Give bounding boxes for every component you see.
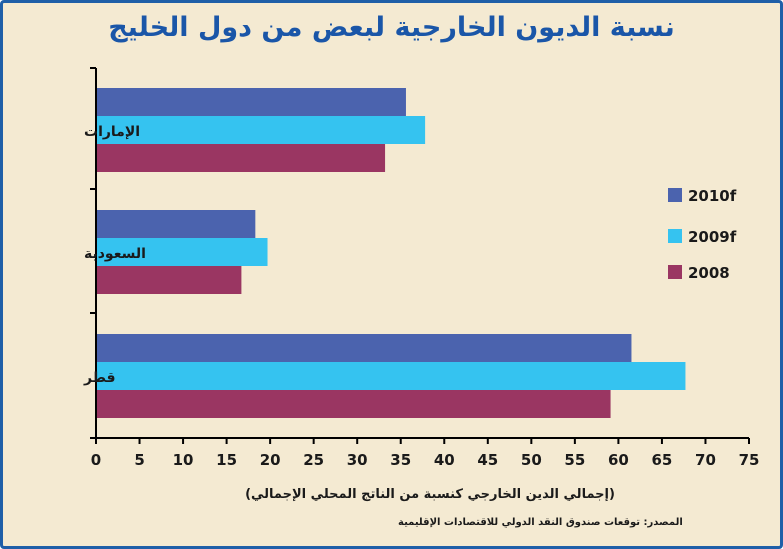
bar-2010f-1 (96, 210, 256, 238)
bar-2009f-2 (96, 362, 686, 390)
legend-label-2010f: 2010f (688, 187, 737, 205)
legend-label-2009f: 2009f (688, 228, 737, 246)
bar-2009f-0 (96, 116, 426, 144)
x-tick-label: 45 (477, 451, 498, 469)
x-tick-label: 30 (347, 451, 368, 469)
x-tick-label: 35 (390, 451, 411, 469)
legend-swatch-2008 (668, 265, 682, 279)
x-tick-label: 15 (216, 451, 237, 469)
bar-2010f-0 (96, 88, 406, 116)
x-tick-label: 5 (134, 451, 144, 469)
bar-2008-2 (96, 390, 611, 418)
x-tick-label: 10 (173, 451, 194, 469)
legend-swatch-2009f (668, 229, 682, 243)
x-tick-label: 75 (739, 451, 760, 469)
bar-2008-0 (96, 144, 386, 172)
category-label: السعودية (84, 246, 146, 262)
bar-2010f-2 (96, 334, 632, 362)
x-tick-label: 50 (521, 451, 542, 469)
x-tick-label: 0 (91, 451, 101, 469)
bar-2008-1 (96, 266, 242, 294)
x-tick-label: 65 (651, 451, 672, 469)
x-tick-label: 25 (303, 451, 324, 469)
source-note: المصدر: توقعات صندوق النقد الدولي للاقتص… (398, 517, 683, 528)
bar-2009f-1 (96, 238, 268, 266)
x-tick-label: 40 (434, 451, 455, 469)
x-tick-label: 60 (608, 451, 629, 469)
category-label: قطر (83, 370, 116, 386)
x-axis-label: (إجمالي الدين الخارجي كنسبة من الناتج ال… (245, 487, 615, 502)
category-label: الإمارات (84, 124, 140, 140)
x-tick-label: 20 (260, 451, 281, 469)
x-tick-label: 55 (564, 451, 585, 469)
legend-label-2008: 2008 (688, 264, 730, 282)
chart-title: نسبة الديون الخارجية لبعض من دول الخليج (108, 12, 675, 43)
legend-swatch-2010f (668, 188, 682, 202)
x-tick-label: 70 (695, 451, 716, 469)
